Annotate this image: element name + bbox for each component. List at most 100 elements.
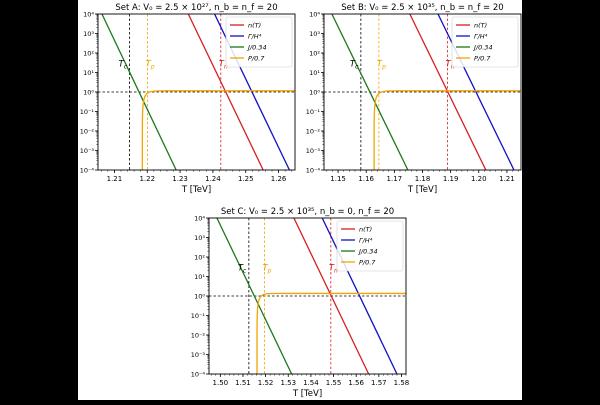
plot-area — [324, 14, 521, 170]
legend-entry: J/0.34 — [246, 44, 267, 52]
y-tick-label: 10⁻¹ — [306, 108, 321, 116]
chart-title: Set A: V₀ = 2.5 × 10²⁷, n_b = n_f = 20 — [115, 3, 277, 13]
y-tick-label: 10¹ — [194, 273, 205, 281]
x-tick-label: 1.22 — [139, 175, 155, 183]
x-tick-label: 1.20 — [471, 175, 487, 183]
y-tick-label: 10⁻² — [306, 128, 321, 136]
legend-entry: n(T) — [359, 226, 372, 234]
legend-box — [336, 220, 404, 272]
chart-panel-0: Set A: V₀ = 2.5 × 10²⁷, n_b = n_f = 20 Tc… — [80, 3, 296, 195]
y-tick-label: 10¹ — [83, 69, 94, 77]
marker-label-2: Tn — [446, 60, 455, 71]
marker-label-0: Tc — [238, 264, 247, 275]
y-tick-label: 10³ — [194, 234, 205, 242]
y-tick-label: 10⁻³ — [306, 147, 321, 155]
x-tick-label: 1.25 — [238, 175, 254, 183]
x-tick-label: 1.21 — [107, 175, 123, 183]
y-tick-label: 10³ — [83, 30, 94, 38]
legend: n(T) Γ/H⁴ J/0.34 P/0.7 — [336, 220, 404, 272]
legend-box — [225, 16, 293, 68]
y-tick-label: 10⁻⁴ — [191, 371, 206, 379]
x-tick-label: 1.21 — [499, 175, 515, 183]
x-tick-label: 1.52 — [258, 379, 274, 387]
x-tick-label: 1.24 — [205, 175, 221, 183]
y-tick-label: 10¹ — [309, 69, 320, 77]
series-line-0 — [293, 218, 370, 374]
series-line-2 — [331, 14, 409, 170]
x-tick-label: 1.19 — [443, 175, 459, 183]
y-tick-label: 10⁻⁴ — [80, 167, 95, 175]
marker-label-2: Tn — [219, 60, 228, 71]
series-line-3 — [256, 292, 406, 374]
x-tick-label: 1.51 — [235, 379, 251, 387]
legend-box — [451, 16, 519, 68]
y-tick-label: 10⁰ — [194, 293, 205, 301]
legend-entry: J/0.34 — [357, 248, 378, 256]
legend-entry: P/0.7 — [248, 55, 265, 63]
x-tick-label: 1.18 — [415, 175, 431, 183]
series-line-0 — [409, 14, 487, 170]
x-tick-label: 1.58 — [394, 379, 410, 387]
series-line-1 — [321, 218, 398, 374]
series-line-3 — [373, 90, 521, 170]
marker-label-0: Tc — [350, 60, 359, 71]
series-line-2 — [216, 218, 293, 374]
x-tick-label: 1.17 — [387, 175, 403, 183]
x-tick-label: 1.55 — [326, 379, 342, 387]
y-tick-label: 10² — [194, 254, 205, 262]
series-line-3 — [141, 90, 295, 170]
y-tick-label: 10⁻³ — [191, 351, 206, 359]
marker-label-2: Tn — [329, 264, 338, 275]
x-axis-label: T [TeV] — [292, 389, 322, 399]
x-tick-label: 1.56 — [348, 379, 364, 387]
x-tick-label: 1.57 — [371, 379, 387, 387]
y-tick-label: 10⁰ — [309, 89, 320, 97]
figure: Set A: V₀ = 2.5 × 10²⁷, n_b = n_f = 20 Tc… — [78, 0, 522, 400]
y-tick-label: 10⁻⁴ — [306, 167, 321, 175]
legend-entry: n(T) — [248, 22, 261, 30]
x-tick-label: 1.16 — [358, 175, 374, 183]
series-line-1 — [437, 14, 515, 170]
chart-panel-2: Set C: V₀ = 2.5 × 10³⁵, n_b = 0, n_f = 2… — [191, 207, 410, 399]
series-line-2 — [101, 14, 177, 170]
y-tick-label: 10⁴ — [83, 11, 94, 19]
y-tick-label: 10⁻³ — [80, 147, 95, 155]
series-line-0 — [187, 14, 264, 170]
x-tick-label: 1.15 — [330, 175, 346, 183]
plot-area — [209, 218, 406, 374]
legend: n(T) Γ/H⁴ J/0.34 P/0.7 — [451, 16, 519, 68]
marker-label-0: Tc — [119, 60, 128, 71]
legend-entry: Γ/H⁴ — [359, 237, 373, 245]
x-axis-label: T [TeV] — [181, 185, 211, 195]
legend-entry: J/0.34 — [472, 44, 493, 52]
y-tick-label: 10² — [309, 50, 320, 58]
figure-svg: Set A: V₀ = 2.5 × 10²⁷, n_b = n_f = 20 Tc… — [80, 3, 522, 399]
y-tick-label: 10⁻¹ — [191, 312, 206, 320]
legend-entry: P/0.7 — [359, 259, 376, 267]
x-axis-label: T [TeV] — [407, 185, 437, 195]
legend-entry: n(T) — [474, 22, 487, 30]
y-tick-label: 10⁻² — [80, 128, 95, 136]
y-tick-label: 10⁴ — [309, 11, 320, 19]
plot-area — [98, 14, 295, 170]
marker-label-1: Tp — [146, 60, 155, 71]
chart-title: Set C: V₀ = 2.5 × 10³⁵, n_b = 0, n_f = 2… — [221, 207, 394, 217]
legend-entry: P/0.7 — [474, 55, 491, 63]
y-tick-label: 10⁻² — [191, 332, 206, 340]
x-tick-label: 1.26 — [271, 175, 287, 183]
x-tick-label: 1.53 — [280, 379, 296, 387]
x-tick-label: 1.23 — [172, 175, 188, 183]
x-tick-label: 1.54 — [303, 379, 319, 387]
chart-panel-1: Set B: V₀ = 2.5 × 10³⁵, n_b = n_f = 20 Tc… — [306, 3, 522, 195]
y-tick-label: 10² — [83, 50, 94, 58]
chart-title: Set B: V₀ = 2.5 × 10³⁵, n_b = n_f = 20 — [341, 3, 503, 13]
legend-entry: Γ/H⁴ — [474, 33, 488, 41]
x-tick-label: 1.50 — [213, 379, 229, 387]
marker-label-1: Tp — [262, 264, 271, 275]
y-tick-label: 10⁴ — [194, 215, 205, 223]
marker-label-1: Tp — [377, 60, 386, 71]
legend-entry: Γ/H⁴ — [248, 33, 262, 41]
y-tick-label: 10⁻¹ — [80, 108, 95, 116]
y-tick-label: 10³ — [309, 30, 320, 38]
